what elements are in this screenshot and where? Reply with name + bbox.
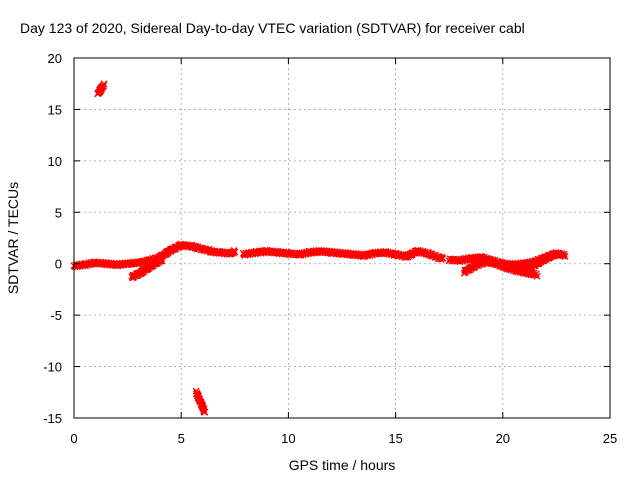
data-points: [192, 387, 209, 416]
y-tick-label: -10: [43, 360, 62, 375]
data-points: [460, 257, 541, 280]
y-tick-label: 10: [48, 154, 62, 169]
data-points: [239, 246, 447, 263]
x-tick-label: 15: [388, 431, 402, 446]
data-arc-arc-2: [70, 240, 213, 271]
x-axis-label: GPS time / hours: [289, 457, 396, 473]
data-points: [205, 246, 239, 258]
y-tick-label: 0: [55, 257, 62, 272]
x-tick-label: 20: [496, 431, 510, 446]
data-arc-arc-1: [94, 80, 108, 98]
data-arc-arc-5: [239, 246, 447, 263]
y-axis-label: SDTVAR / TECUs: [5, 182, 21, 294]
data-arc-arc-4: [205, 246, 239, 258]
data-points: [70, 240, 213, 271]
data-layer: [70, 80, 569, 416]
y-tick-label: 15: [48, 102, 62, 117]
x-tick-label: 5: [178, 431, 185, 446]
data-arc-arc-8: [520, 250, 558, 275]
chart-title: Day 123 of 2020, Sidereal Day-to-day VTE…: [20, 20, 525, 36]
x-tick-label: 10: [281, 431, 295, 446]
data-arc-arc-3: [128, 255, 166, 282]
y-tick-label: -5: [50, 308, 62, 323]
x-tick-label: 25: [603, 431, 617, 446]
y-tick-label: -15: [43, 411, 62, 426]
data-points: [128, 255, 166, 282]
plot-frame: [73, 57, 611, 419]
data-points: [94, 80, 108, 98]
ticks: 0 5 10 15 20 25 -15 -10 -5 0 5 10 15 20: [43, 51, 617, 446]
data-arc-arc-7: [460, 257, 541, 280]
data-arc-arc-9: [192, 387, 209, 416]
y-tick-label: 20: [48, 51, 62, 66]
grid: [74, 58, 610, 418]
y-tick-label: 5: [55, 205, 62, 220]
data-points: [520, 250, 558, 275]
x-tick-label: 0: [70, 431, 77, 446]
